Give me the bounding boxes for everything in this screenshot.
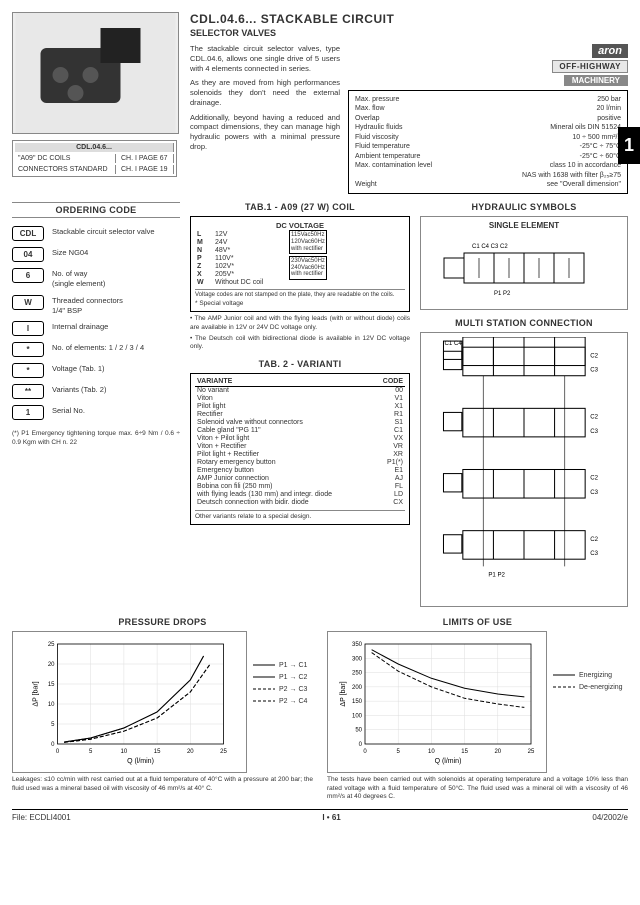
- multi-station: C1 C4 C2 C3 C2 C3 C2 C3 C2 C3 P1 P2: [420, 332, 628, 607]
- svg-text:C2: C2: [590, 353, 598, 360]
- svg-text:C3: C3: [590, 367, 598, 374]
- svg-text:0: 0: [51, 742, 55, 748]
- svg-text:15: 15: [461, 749, 468, 755]
- tab2-title: TAB. 2 - VARIANTI: [190, 359, 410, 369]
- svg-text:C3: C3: [590, 489, 598, 496]
- pressure-note: Leakages: ≤10 cc/min with rest carried o…: [12, 776, 313, 792]
- hydraulic-title: HYDRAULIC SYMBOLS: [420, 202, 628, 212]
- svg-text:50: 50: [355, 728, 362, 734]
- svg-text:350: 350: [352, 642, 363, 648]
- specs-box: Max. pressure250 barMax. flow20 l/minOve…: [348, 90, 628, 194]
- svg-text:C1 C4 C3 C2: C1 C4 C3 C2: [472, 244, 508, 250]
- svg-text:5: 5: [51, 722, 55, 728]
- svg-text:20: 20: [48, 662, 55, 668]
- svg-text:100: 100: [352, 714, 363, 720]
- svg-text:10: 10: [121, 749, 128, 755]
- limits-legend: EnergizingDe-energizing: [553, 631, 628, 773]
- ordering-list: CDLStackable circuit selector valve04Siz…: [12, 226, 180, 420]
- chapter-badge: 1: [618, 127, 640, 164]
- svg-text:25: 25: [528, 749, 535, 755]
- limits-title: LIMITS OF USE: [327, 617, 628, 627]
- pressure-chart: 0 5 10 15 20 25 0 5 10 15 20 25 Q (l/min) ΔP [bar]: [12, 631, 247, 773]
- limits-note: The tests have been carried out with sol…: [327, 776, 628, 800]
- svg-text:C2: C2: [590, 536, 598, 543]
- pressure-title: PRESSURE DROPS: [12, 617, 313, 627]
- tab1-box: DC VOLTAGE L12VM24VN48V*P110V*Z102V*X205…: [190, 216, 410, 312]
- tab1-note2: • The Deutsch coil with bidirectional di…: [190, 335, 410, 351]
- svg-text:C1 C4: C1 C4: [445, 341, 463, 348]
- reference-table: CDL.04.6... "A09" DC COILSCH. I PAGE 67 …: [12, 140, 177, 177]
- svg-text:25: 25: [220, 749, 227, 755]
- svg-text:25: 25: [48, 642, 55, 648]
- svg-text:Q (l/min): Q (l/min): [435, 758, 462, 765]
- product-photo: [12, 12, 179, 134]
- svg-text:ΔP [bar]: ΔP [bar]: [340, 682, 347, 707]
- tab1-note1: • The AMP Junior coil and with the flyin…: [190, 315, 410, 331]
- svg-text:10: 10: [428, 749, 435, 755]
- ordering-note: (*) P1 Emergency tightening torque max. …: [12, 430, 180, 446]
- svg-text:250: 250: [352, 671, 363, 677]
- intro-text: The stackable circuit selector valves, t…: [190, 44, 340, 194]
- tab2-box: VARIANTECODENo variant00VitonV1Pilot lig…: [190, 373, 410, 525]
- pressure-legend: P1 → C1P1 → C2P2 → C3P2 → C4: [253, 631, 313, 773]
- svg-text:C3: C3: [590, 428, 598, 435]
- page-footer: File: ECDLI4001 I • 61 04/2002/e: [12, 809, 628, 822]
- brand-box: aron OFF-HIGHWAY MACHINERY: [348, 44, 628, 86]
- svg-text:0: 0: [363, 749, 367, 755]
- multi-title: MULTI STATION CONNECTION: [420, 318, 628, 328]
- page-subtitle: SELECTOR VALVES: [190, 28, 628, 38]
- svg-text:300: 300: [352, 657, 363, 663]
- svg-text:C2: C2: [590, 475, 598, 482]
- svg-text:C3: C3: [590, 550, 598, 557]
- ordering-title: ORDERING CODE: [12, 202, 180, 218]
- svg-text:200: 200: [352, 685, 363, 691]
- svg-text:P1 P2: P1 P2: [488, 572, 505, 579]
- svg-text:20: 20: [494, 749, 501, 755]
- svg-text:ΔP [bar]: ΔP [bar]: [33, 682, 40, 707]
- svg-text:5: 5: [89, 749, 93, 755]
- svg-text:0: 0: [56, 749, 60, 755]
- limits-chart: 0510152025050100150200250300350Q (l/min)…: [327, 631, 547, 773]
- svg-text:10: 10: [48, 702, 55, 708]
- page-title: CDL.04.6... STACKABLE CIRCUIT: [190, 12, 628, 26]
- svg-text:Q (l/min): Q (l/min): [127, 758, 154, 765]
- svg-text:5: 5: [397, 749, 401, 755]
- svg-text:20: 20: [187, 749, 194, 755]
- svg-text:P1 P2: P1 P2: [494, 291, 511, 297]
- svg-text:15: 15: [154, 749, 161, 755]
- single-element: SINGLE ELEMENT C1 C4 C3 C2 P1 P2: [420, 216, 628, 310]
- tab1-title: TAB.1 - A09 (27 W) COIL: [190, 202, 410, 212]
- svg-text:15: 15: [48, 682, 55, 688]
- svg-text:150: 150: [352, 700, 363, 706]
- svg-text:C2: C2: [590, 414, 598, 421]
- svg-text:0: 0: [359, 742, 363, 748]
